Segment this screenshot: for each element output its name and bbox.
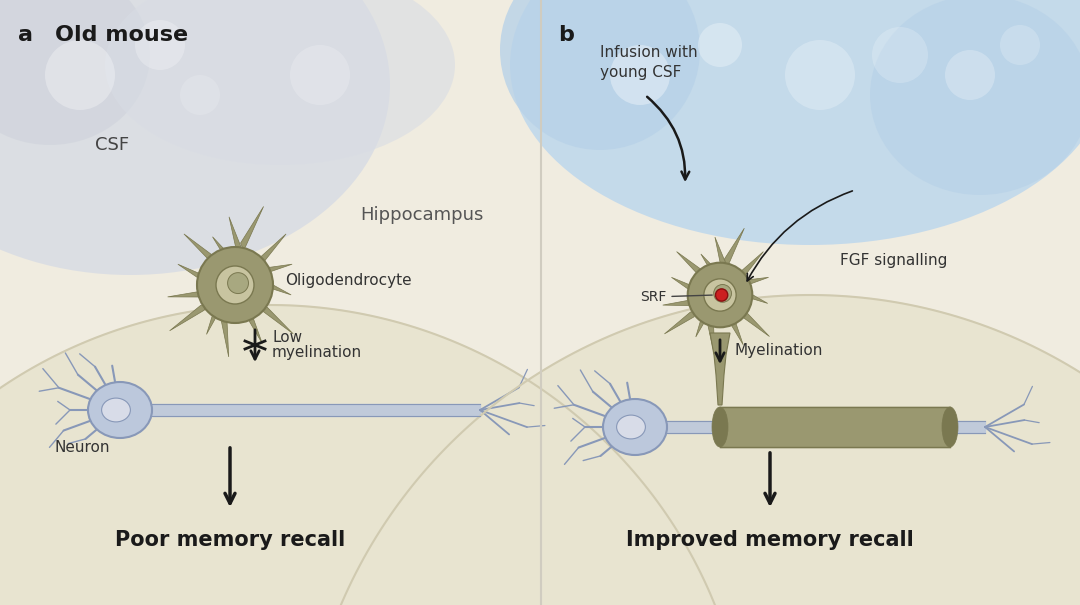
Circle shape <box>715 289 728 301</box>
Circle shape <box>872 27 928 83</box>
Circle shape <box>291 45 350 105</box>
Polygon shape <box>258 264 292 281</box>
Ellipse shape <box>617 415 646 439</box>
Text: Hippocampus: Hippocampus <box>360 206 484 224</box>
Circle shape <box>216 266 254 304</box>
Circle shape <box>135 20 185 70</box>
Circle shape <box>698 23 742 67</box>
Ellipse shape <box>0 0 150 145</box>
Polygon shape <box>710 333 730 405</box>
Polygon shape <box>664 304 704 334</box>
Circle shape <box>197 247 273 323</box>
Polygon shape <box>221 310 238 357</box>
Circle shape <box>785 40 855 110</box>
Circle shape <box>714 284 731 302</box>
Polygon shape <box>726 313 743 345</box>
Polygon shape <box>714 237 727 273</box>
Polygon shape <box>672 277 701 293</box>
Circle shape <box>1000 25 1040 65</box>
Text: b: b <box>558 25 573 45</box>
Ellipse shape <box>603 399 667 455</box>
Text: Low: Low <box>272 330 302 344</box>
Text: SRF: SRF <box>640 290 712 304</box>
Ellipse shape <box>870 0 1080 195</box>
Ellipse shape <box>712 407 728 447</box>
Polygon shape <box>663 295 699 306</box>
Circle shape <box>704 279 737 311</box>
Polygon shape <box>724 228 744 275</box>
Ellipse shape <box>87 382 152 438</box>
Ellipse shape <box>500 0 700 150</box>
Text: Infusion with
young CSF: Infusion with young CSF <box>600 45 698 80</box>
Circle shape <box>945 50 995 100</box>
Polygon shape <box>242 307 262 344</box>
Text: a: a <box>18 25 33 45</box>
Circle shape <box>688 263 753 327</box>
Polygon shape <box>213 237 232 263</box>
Polygon shape <box>178 264 212 282</box>
Bar <box>0 0 540 605</box>
Polygon shape <box>260 280 292 295</box>
Ellipse shape <box>102 398 131 422</box>
Polygon shape <box>252 298 293 334</box>
Polygon shape <box>300 295 1080 605</box>
Polygon shape <box>741 290 768 304</box>
Ellipse shape <box>105 0 455 165</box>
Text: Oligodendrocyte: Oligodendrocyte <box>285 272 411 287</box>
FancyArrowPatch shape <box>747 191 852 281</box>
Polygon shape <box>167 285 210 297</box>
Polygon shape <box>696 312 713 337</box>
Text: FGF signalling: FGF signalling <box>840 252 947 267</box>
Polygon shape <box>701 254 718 276</box>
Polygon shape <box>251 234 286 270</box>
Polygon shape <box>676 252 707 282</box>
Circle shape <box>610 45 670 105</box>
Text: myelination: myelination <box>272 345 362 361</box>
Bar <box>541 0 1080 605</box>
Polygon shape <box>206 306 226 335</box>
Text: Poor memory recall: Poor memory recall <box>114 530 346 550</box>
Polygon shape <box>734 306 769 336</box>
Polygon shape <box>228 217 243 260</box>
Circle shape <box>180 75 220 115</box>
Ellipse shape <box>510 0 1080 245</box>
Ellipse shape <box>0 0 390 275</box>
Polygon shape <box>184 234 220 270</box>
Ellipse shape <box>942 407 958 447</box>
Polygon shape <box>170 296 216 331</box>
Text: Old mouse: Old mouse <box>55 25 188 45</box>
Text: CSF: CSF <box>95 136 130 154</box>
Polygon shape <box>707 317 723 356</box>
Polygon shape <box>740 277 769 291</box>
Circle shape <box>228 273 248 293</box>
Polygon shape <box>0 305 750 605</box>
Polygon shape <box>240 206 264 262</box>
Polygon shape <box>733 252 764 282</box>
Text: Myelination: Myelination <box>735 342 823 358</box>
FancyArrowPatch shape <box>647 97 689 180</box>
Circle shape <box>45 40 114 110</box>
Text: Neuron: Neuron <box>55 440 110 455</box>
Text: Improved memory recall: Improved memory recall <box>626 530 914 550</box>
